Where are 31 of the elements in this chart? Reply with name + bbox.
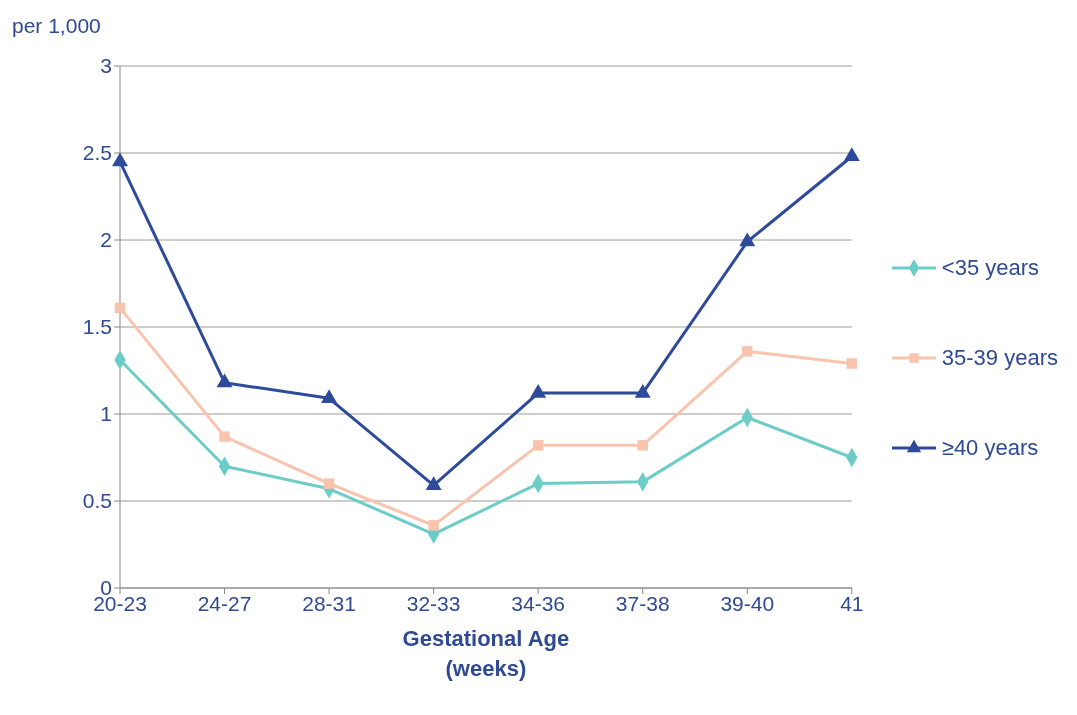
point: [637, 440, 648, 451]
point: [843, 147, 860, 162]
y-tick-label: 2: [100, 228, 112, 252]
point: [323, 478, 335, 489]
x-tick-label: 28-31: [302, 591, 356, 615]
legend-label: ≥40 years: [941, 435, 1039, 461]
x-tick-label: 37-38: [615, 591, 670, 615]
y-tick-label: 2.5: [82, 141, 112, 165]
point: [532, 440, 544, 451]
y-axis-title: per 1,000: [12, 14, 101, 38]
legend-label: <35 years: [941, 255, 1040, 281]
x-tick-label: 39-40: [720, 591, 775, 615]
x-axis-title: Gestational Age (weeks): [402, 626, 570, 681]
point: [428, 520, 439, 531]
y-tick-label: 1: [100, 402, 112, 426]
y-tick-label: 3: [100, 54, 112, 78]
point: [742, 346, 753, 357]
x-tick-label: 41: [840, 591, 864, 615]
x-tick-label: 34-36: [511, 591, 566, 615]
point: [216, 373, 233, 388]
point: [846, 358, 858, 369]
x-tick-label: 24-27: [197, 591, 252, 615]
y-tick-label: 0.5: [82, 489, 112, 513]
legend-label: 35-39 years: [941, 345, 1058, 371]
point: [112, 152, 128, 167]
point: [739, 232, 756, 247]
y-tick-label: 1.5: [82, 315, 112, 339]
point: [321, 389, 338, 403]
x-tick-label: 32-33: [406, 591, 461, 615]
point: [219, 431, 230, 442]
point: [114, 302, 126, 314]
